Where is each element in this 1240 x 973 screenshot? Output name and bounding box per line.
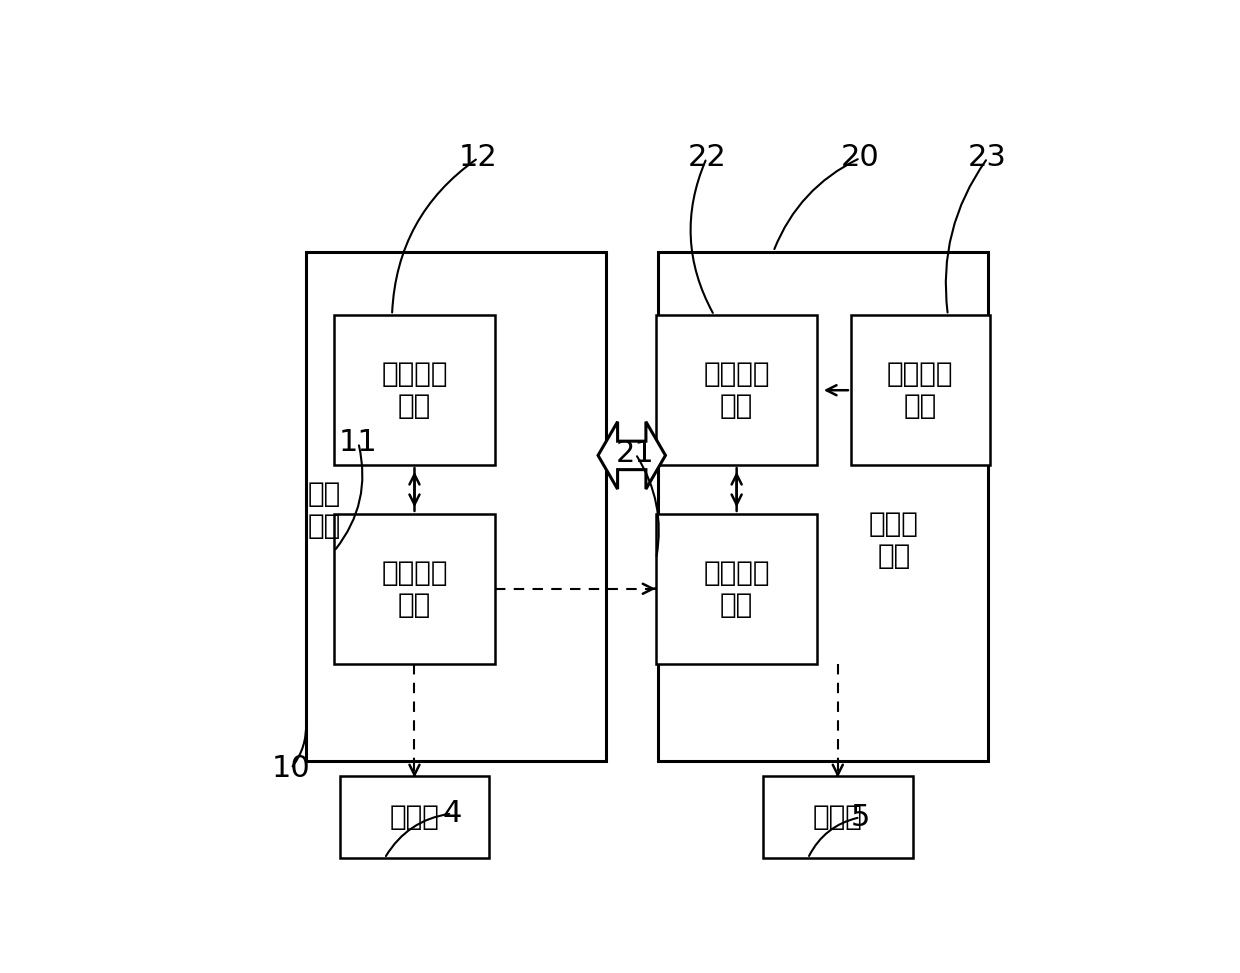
Text: 5: 5 — [851, 803, 870, 832]
Text: 11: 11 — [339, 428, 378, 457]
Text: 主控
制板: 主控 制板 — [308, 480, 341, 540]
Text: 20: 20 — [841, 143, 879, 172]
Text: 第二运算
单元: 第二运算 单元 — [703, 559, 770, 619]
Bar — [656, 514, 817, 664]
Bar — [763, 776, 913, 858]
Text: 22: 22 — [687, 143, 727, 172]
Bar — [656, 315, 817, 465]
Bar — [851, 315, 990, 465]
Bar — [340, 776, 490, 858]
Text: 第二存储
单元: 第二存储 单元 — [703, 360, 770, 420]
Bar — [658, 252, 987, 761]
Text: 花型处理
单元: 花型处理 单元 — [887, 360, 954, 420]
Polygon shape — [598, 421, 666, 489]
Text: 第一存储
单元: 第一存储 单元 — [381, 360, 448, 420]
Text: 23: 23 — [968, 143, 1007, 172]
Text: 12: 12 — [459, 143, 497, 172]
Bar — [306, 252, 605, 761]
Text: 4: 4 — [443, 799, 461, 828]
Bar — [334, 315, 495, 465]
Text: 10: 10 — [272, 754, 310, 783]
Text: 机头控
制板: 机头控 制板 — [869, 510, 919, 570]
Text: 选针器: 选针器 — [813, 804, 863, 831]
Text: 第一运算
单元: 第一运算 单元 — [381, 559, 448, 619]
Text: 21: 21 — [616, 440, 655, 468]
Bar — [334, 514, 495, 664]
Text: 主电机: 主电机 — [389, 804, 439, 831]
